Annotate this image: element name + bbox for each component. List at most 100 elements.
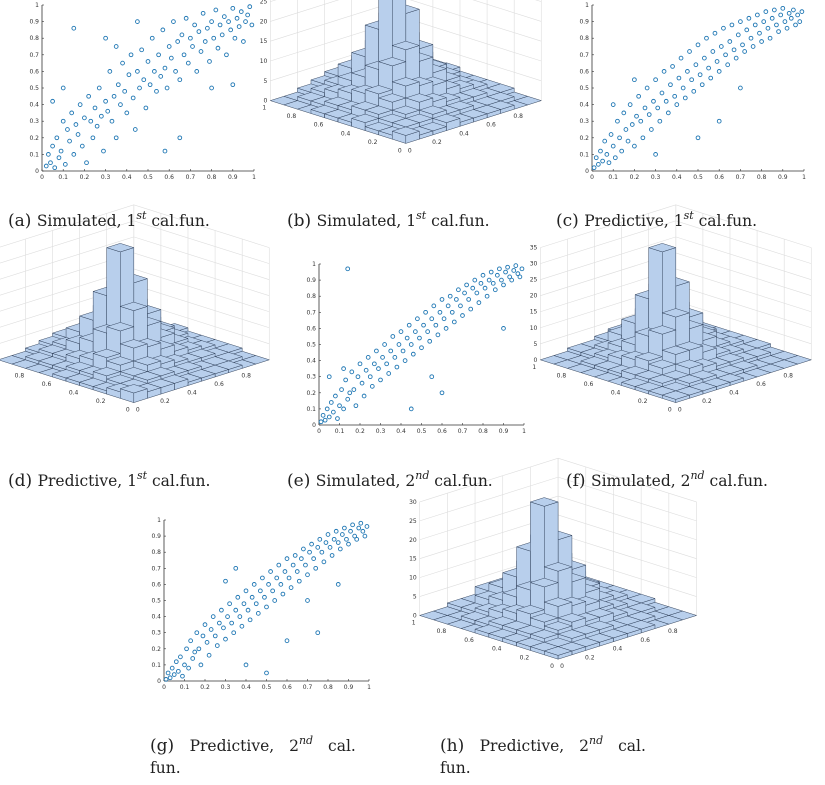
- data-point: [315, 630, 321, 636]
- x-tick-label: 0.8: [668, 628, 678, 635]
- data-point: [474, 290, 480, 296]
- data-point: [441, 316, 447, 322]
- data-point: [264, 670, 269, 676]
- data-point: [152, 69, 157, 74]
- data-point: [255, 611, 261, 616]
- y-tick-label: 0.6: [151, 581, 161, 588]
- data-point: [182, 662, 187, 668]
- data-point: [292, 553, 298, 558]
- data-point: [398, 329, 404, 334]
- data-point: [132, 127, 138, 132]
- y-tick-label: 1: [312, 261, 316, 268]
- data-point: [143, 105, 149, 111]
- data-point: [130, 95, 136, 101]
- data-point: [238, 9, 244, 14]
- y-tick-label: 0.4: [29, 102, 39, 109]
- data-point: [746, 15, 752, 21]
- data-point: [325, 532, 331, 537]
- data-point: [697, 72, 703, 78]
- data-point: [320, 412, 326, 418]
- data-point: [282, 569, 288, 574]
- data-point: [43, 163, 49, 169]
- data-point: [141, 77, 147, 83]
- data-point: [655, 105, 661, 111]
- data-point: [105, 108, 111, 114]
- data-point: [342, 525, 347, 531]
- data-point: [305, 598, 310, 603]
- data-point: [92, 105, 98, 111]
- data-point: [101, 148, 106, 154]
- y-tick-label: 0.8: [437, 628, 447, 635]
- z-tick-label: 5: [534, 341, 538, 348]
- scatter-plot: 0 0.1 0.2 0.3 0.4 0.5 0.6 0.7 0.8 0.9 1 0 0.1 0.2 0.3 0…: [579, 2, 806, 181]
- data-point: [484, 293, 490, 299]
- data-point: [400, 348, 406, 354]
- data-point: [682, 95, 688, 101]
- data-point: [223, 578, 228, 584]
- data-point: [48, 160, 53, 166]
- data-point: [328, 400, 334, 405]
- data-point: [109, 118, 115, 124]
- data-point: [505, 264, 510, 270]
- data-point: [185, 60, 191, 66]
- data-point: [367, 374, 373, 380]
- data-point: [702, 55, 707, 61]
- data-point: [233, 607, 239, 613]
- data-point: [408, 342, 414, 347]
- x-tick-label: 0.8: [207, 174, 217, 181]
- data-point: [180, 673, 185, 679]
- y-tick-label: 0: [398, 147, 402, 154]
- y-tick-label: 0.6: [464, 637, 474, 644]
- data-point: [602, 138, 608, 144]
- data-point: [326, 414, 332, 420]
- data-point: [653, 152, 658, 157]
- y-tick-label: 0.1: [151, 662, 161, 669]
- y-tick-label: 1: [262, 105, 266, 112]
- data-point: [249, 594, 255, 600]
- x-tick-label: 0.2: [355, 428, 365, 435]
- z-tick-label: 20: [260, 18, 268, 25]
- data-point: [145, 59, 151, 64]
- data-point: [230, 5, 236, 11]
- z-tick-label: 15: [260, 38, 268, 45]
- data-point: [748, 35, 754, 41]
- histogram-bar: [662, 390, 690, 403]
- data-point: [454, 297, 459, 302]
- data-point: [410, 351, 416, 357]
- x-tick-label: 1: [367, 684, 371, 691]
- data-point: [759, 39, 764, 44]
- y-tick-label: 0.4: [579, 102, 589, 109]
- data-point: [680, 85, 686, 91]
- data-point: [358, 520, 364, 526]
- data-point: [147, 82, 153, 88]
- y-tick-label: 0.4: [341, 130, 351, 137]
- y-tick-label: 0.3: [306, 374, 316, 381]
- data-point: [318, 419, 324, 425]
- y-tick-label: 0.8: [306, 293, 316, 300]
- data-point: [286, 575, 292, 581]
- data-point: [351, 387, 357, 392]
- data-point: [362, 533, 368, 539]
- data-point: [625, 138, 631, 144]
- data-point: [795, 12, 800, 18]
- data-point: [435, 332, 441, 338]
- data-point: [482, 285, 488, 291]
- x-tick-label: 0.8: [478, 428, 488, 435]
- y-tick-label: 0.3: [29, 118, 39, 125]
- y-tick-label: 0.2: [96, 398, 106, 405]
- data-point: [350, 522, 355, 528]
- data-point: [699, 82, 705, 88]
- z-tick-label: 0: [534, 357, 538, 364]
- data-point: [634, 113, 639, 119]
- x-tick-label: 0.8: [513, 113, 523, 120]
- data-point: [780, 5, 786, 11]
- y-tick-label: 0.2: [579, 135, 589, 142]
- data-point: [674, 102, 680, 107]
- data-point: [478, 280, 484, 286]
- x-tick-label: 0.5: [417, 428, 427, 435]
- y-tick-label: 0.4: [492, 646, 502, 653]
- data-point: [71, 152, 77, 157]
- data-point: [361, 393, 367, 399]
- data-point: [154, 88, 159, 94]
- data-point: [77, 102, 83, 107]
